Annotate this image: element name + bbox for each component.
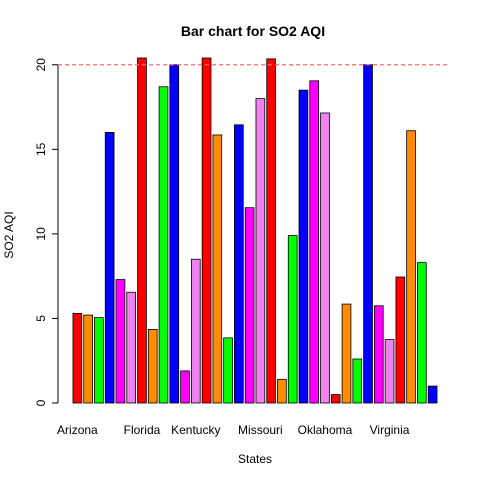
bar (115, 279, 126, 404)
bar (169, 64, 180, 404)
chart-title: Bar chart for SO2 AQI (181, 23, 325, 39)
x-category-label: Oklahoma (298, 423, 353, 437)
bar (406, 130, 416, 404)
x-category-label: Kentucky (171, 423, 220, 437)
bars-group (72, 57, 438, 404)
bar (395, 276, 406, 404)
y-tick-label: 0 (34, 399, 48, 406)
bar (287, 235, 298, 404)
x-axis-label: States (238, 452, 272, 466)
bar (234, 124, 244, 404)
bar (190, 258, 201, 404)
bar (94, 317, 104, 404)
bar (158, 86, 169, 404)
bar (223, 337, 233, 404)
bar (330, 394, 341, 404)
x-category-labels: Arizona Florida Kentucky Missouri Oklahoma Vi… (57, 423, 410, 437)
y-axis: 0 5 10 15 20 (34, 58, 59, 406)
y-tick-label: 10 (34, 227, 48, 241)
bar (309, 80, 320, 404)
bar (373, 305, 384, 404)
bar (180, 370, 190, 404)
bar (255, 98, 266, 404)
x-category-label: Virginia (370, 423, 410, 437)
bar (244, 207, 255, 404)
x-category-label: Florida (124, 423, 161, 437)
bar (298, 89, 309, 404)
bar (266, 58, 276, 404)
bar (212, 134, 223, 404)
x-category-label: Arizona (57, 423, 98, 437)
y-tick-label: 5 (34, 315, 48, 322)
bar (320, 112, 330, 404)
x-category-label: Missouri (238, 423, 283, 437)
bar (417, 262, 427, 404)
bar (352, 358, 363, 404)
y-tick-label: 20 (34, 58, 48, 72)
bar (201, 57, 212, 404)
bar (427, 385, 438, 404)
y-tick-label: 15 (34, 142, 48, 156)
bar (384, 339, 395, 404)
bar (126, 291, 137, 404)
bar (363, 64, 373, 404)
bar (341, 303, 352, 404)
bar (104, 132, 115, 404)
bar (147, 329, 158, 404)
bar (137, 57, 147, 404)
bar (277, 378, 287, 404)
bar (83, 314, 93, 404)
bar (72, 312, 83, 404)
y-axis-label: SO2 AQI (2, 211, 16, 258)
